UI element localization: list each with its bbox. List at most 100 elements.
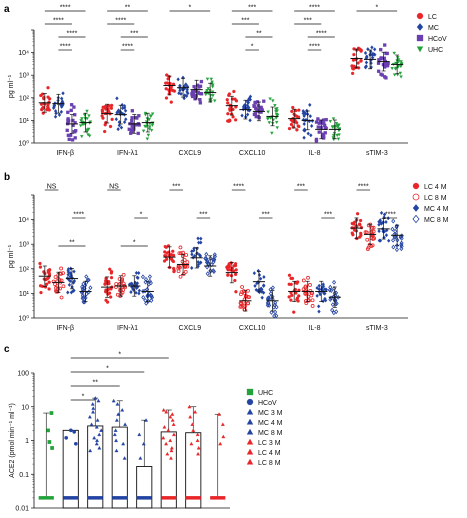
data-point	[119, 125, 124, 130]
data-point	[233, 262, 238, 266]
data-point	[205, 89, 209, 93]
data-point	[258, 276, 263, 281]
data-point	[176, 77, 180, 82]
data-point	[366, 47, 370, 52]
legend-marker	[246, 448, 254, 455]
data-point	[309, 123, 314, 128]
data-point	[308, 102, 312, 107]
significance-label: *	[118, 352, 121, 359]
data-point	[178, 274, 183, 279]
data-point	[260, 289, 264, 294]
data-point	[112, 432, 117, 437]
x-tick-label: sTIM-3	[366, 150, 388, 157]
data-point	[275, 126, 280, 130]
y-tick-label: 10¹	[19, 291, 30, 298]
data-point	[130, 109, 135, 113]
data-point	[108, 124, 113, 129]
data-point	[274, 116, 278, 120]
data-point	[314, 139, 319, 143]
data-point	[88, 448, 93, 453]
data-point	[46, 95, 50, 99]
data-point	[85, 117, 89, 121]
significance-label: ****	[115, 18, 126, 25]
data-point	[66, 268, 70, 273]
data-point	[331, 310, 336, 316]
data-point	[90, 402, 95, 406]
data-point	[170, 412, 175, 416]
data-point	[66, 133, 71, 138]
data-point	[359, 49, 363, 53]
data-point	[137, 291, 141, 296]
data-point	[178, 265, 182, 270]
legend-marker	[246, 408, 254, 415]
data-point	[270, 131, 274, 135]
data-point	[379, 47, 383, 52]
data-point	[161, 435, 166, 440]
data-point	[364, 60, 369, 65]
data-point	[54, 285, 58, 290]
data-point	[317, 309, 321, 314]
data-point	[141, 294, 146, 300]
data-point	[100, 108, 105, 112]
data-point	[168, 81, 172, 86]
data-point	[268, 287, 273, 292]
data-point	[257, 272, 262, 278]
data-point	[146, 133, 151, 137]
data-point	[92, 435, 97, 440]
data-point	[88, 120, 93, 124]
data-point	[107, 109, 111, 114]
legend-label: UHC	[428, 47, 443, 54]
data-point	[66, 110, 70, 115]
data-point	[70, 138, 75, 142]
data-point	[331, 117, 336, 121]
legend-label: LC 4 M	[258, 450, 281, 457]
y-tick-label: 10⁴	[18, 217, 29, 224]
data-point	[169, 448, 174, 453]
data-point	[394, 247, 399, 253]
data-point	[169, 252, 173, 257]
data-point	[67, 282, 72, 287]
data-point	[118, 288, 122, 293]
data-point	[370, 45, 374, 50]
data-point	[116, 109, 120, 114]
data-point	[365, 247, 370, 252]
y-tick-label: 10¹	[19, 118, 30, 125]
data-point	[383, 43, 387, 47]
data-point	[186, 91, 190, 96]
data-point	[315, 285, 319, 291]
data-point	[352, 52, 356, 57]
data-point	[292, 310, 296, 314]
data-point	[212, 257, 217, 263]
data-point	[190, 252, 194, 257]
data-point	[335, 133, 339, 138]
data-point	[91, 406, 96, 410]
data-point	[185, 260, 190, 265]
data-point	[81, 281, 86, 287]
data-point	[289, 282, 293, 287]
data-point	[103, 129, 107, 134]
data-point	[233, 118, 238, 122]
legend-label: LC 4 M	[424, 184, 447, 191]
data-point	[120, 408, 125, 412]
data-point	[198, 91, 203, 96]
data-point	[358, 223, 362, 227]
significance-label: *	[251, 44, 254, 51]
data-point	[46, 428, 50, 433]
data-point	[192, 248, 196, 253]
data-point	[113, 428, 118, 432]
data-point	[270, 285, 275, 291]
data-point	[47, 269, 51, 273]
data-point	[323, 296, 327, 301]
significance-label: *	[82, 394, 85, 401]
data-point	[184, 93, 189, 99]
data-point	[294, 291, 298, 295]
legend-marker	[412, 193, 420, 201]
data-point	[266, 300, 271, 306]
data-point	[336, 123, 340, 127]
data-point	[205, 258, 210, 264]
data-point	[95, 418, 100, 422]
data-point	[392, 232, 397, 238]
data-point	[171, 432, 176, 437]
data-point	[87, 114, 91, 118]
